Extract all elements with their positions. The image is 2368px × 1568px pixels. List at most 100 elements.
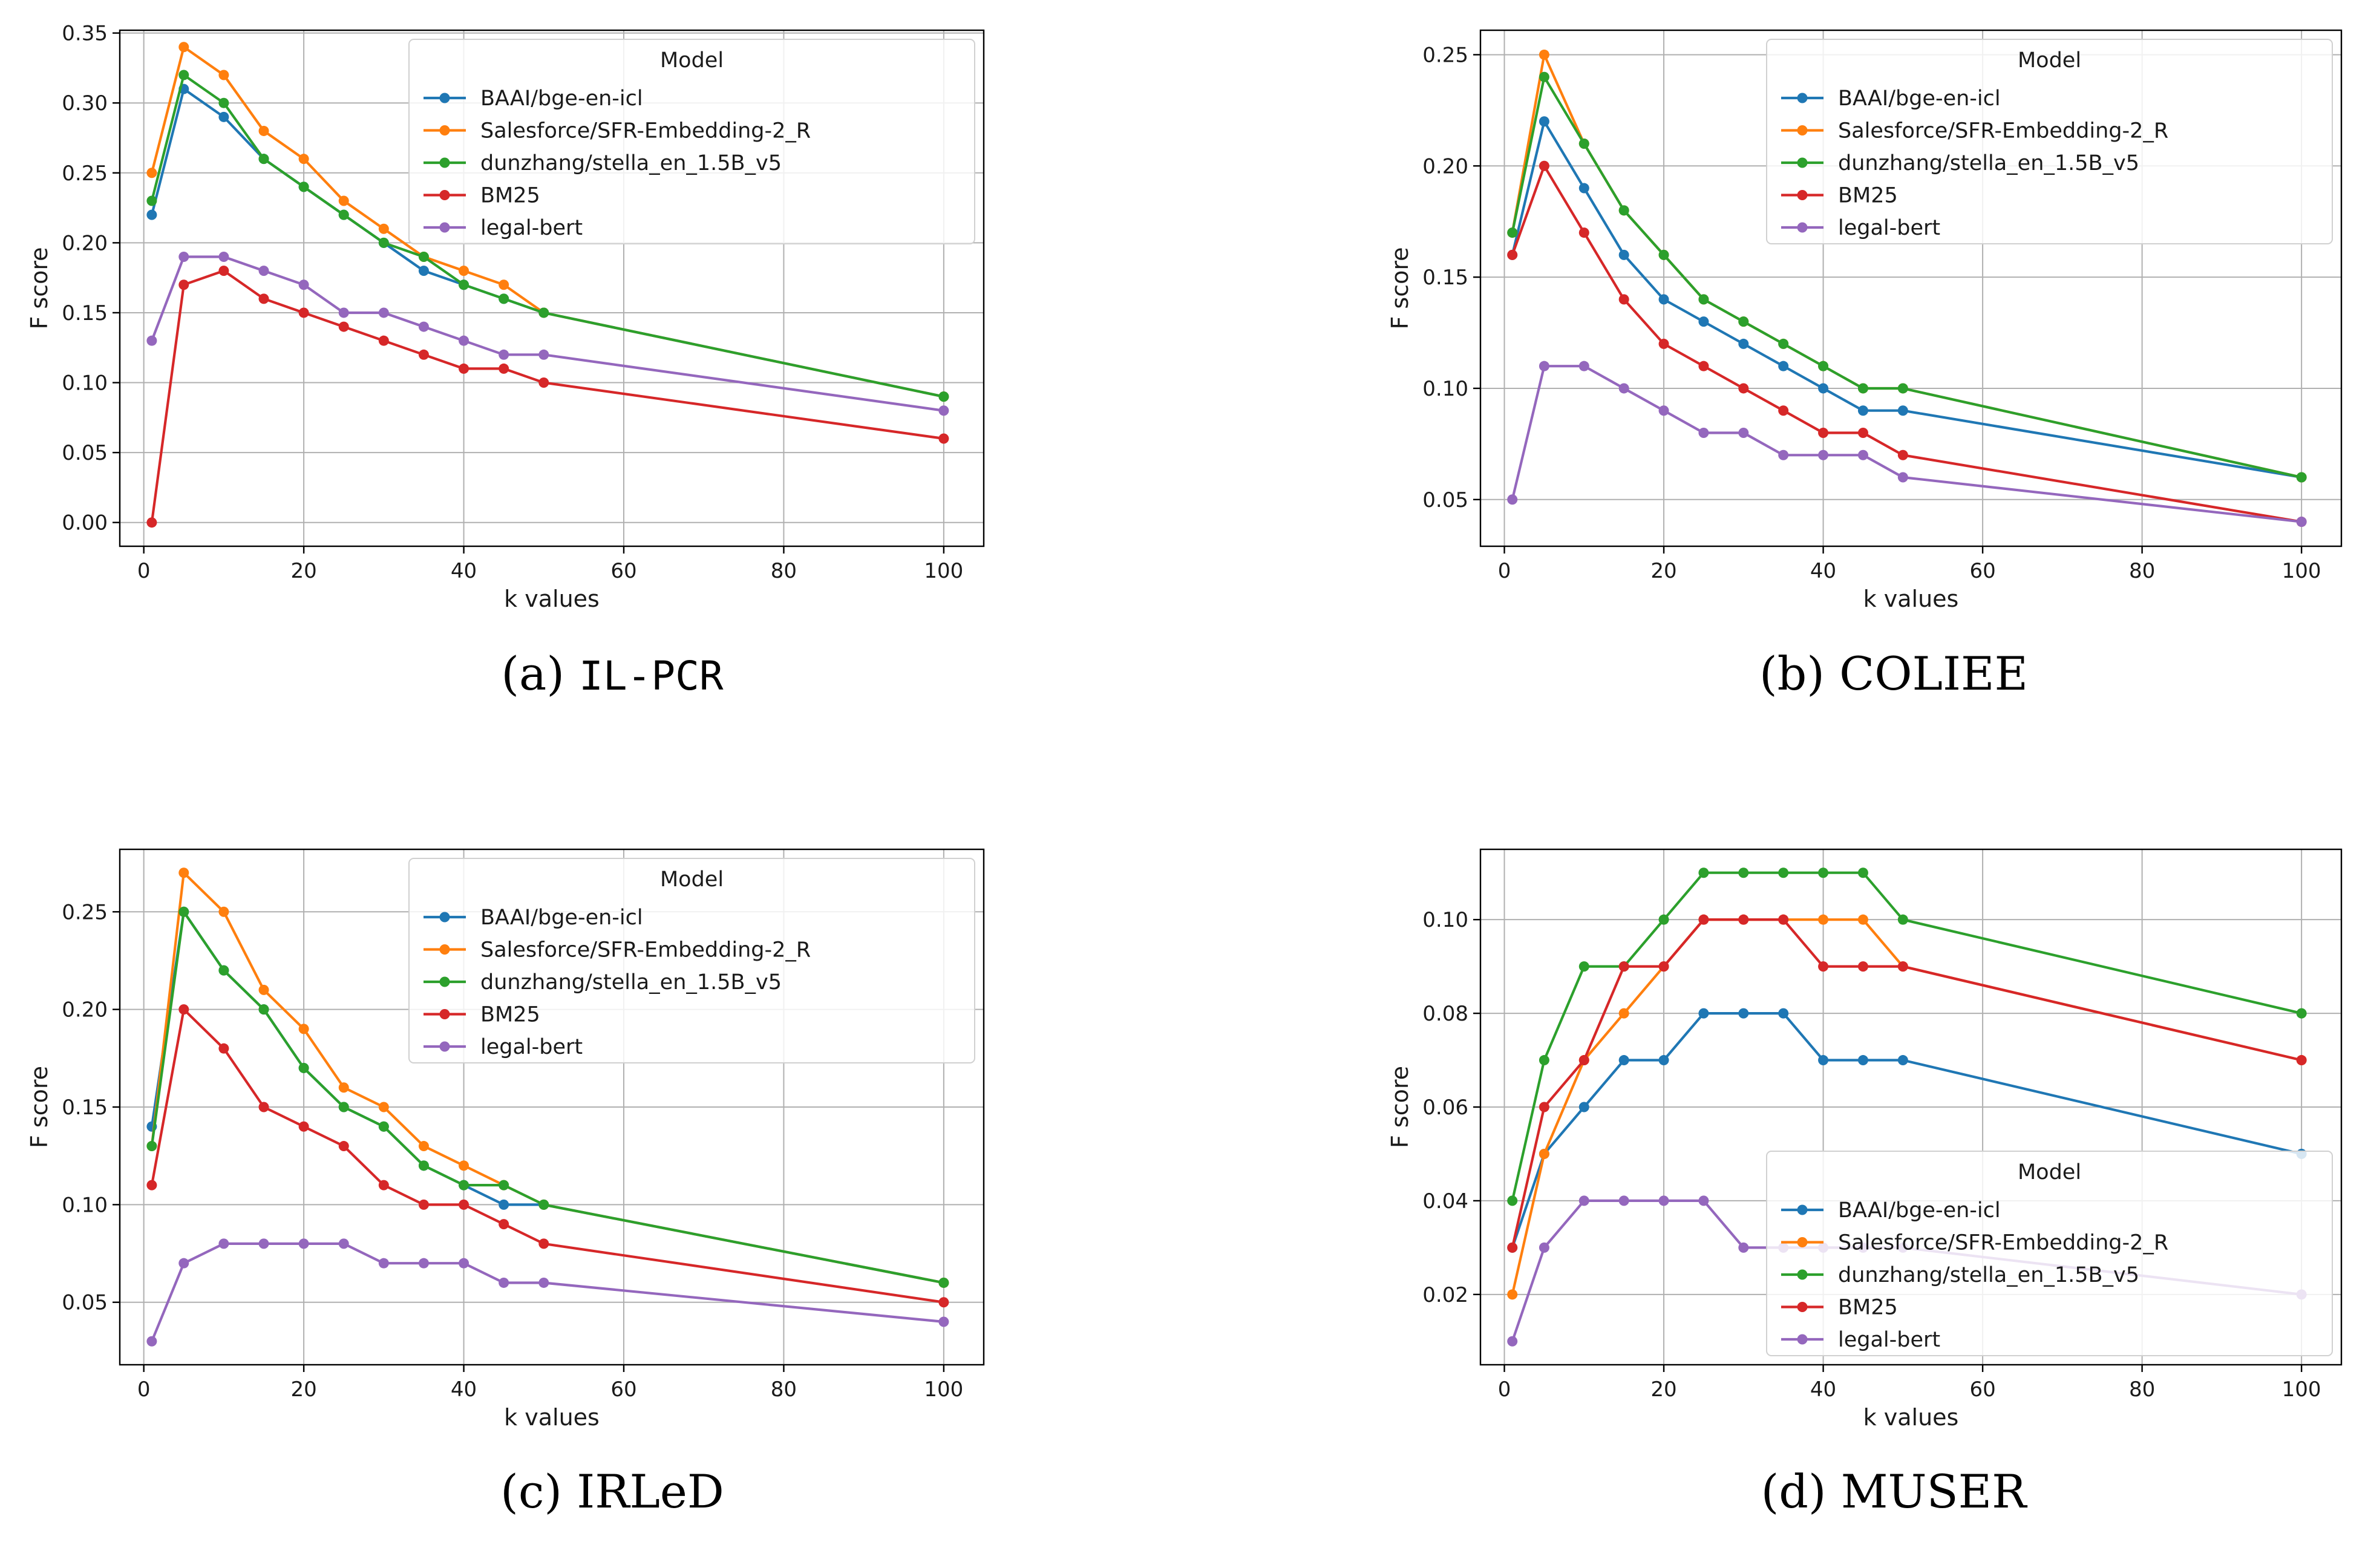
data-point xyxy=(1539,116,1549,127)
data-point xyxy=(218,906,229,917)
data-point xyxy=(499,1219,509,1230)
data-point xyxy=(218,1238,229,1249)
series-line xyxy=(150,255,944,412)
data-point xyxy=(1857,405,1868,416)
y-tick-label: 0.10 xyxy=(62,1193,108,1217)
x-tick-label: 100 xyxy=(924,559,963,583)
data-point xyxy=(1698,294,1709,305)
caption-prefix: (b) xyxy=(1759,647,1839,701)
data-point xyxy=(1578,361,1589,371)
data-point xyxy=(1539,361,1549,371)
x-tick-label: 40 xyxy=(1810,559,1836,583)
data-point xyxy=(1857,427,1868,438)
data-point xyxy=(1818,361,1829,371)
data-point xyxy=(459,1180,469,1191)
data-point xyxy=(338,321,349,332)
y-tick-label: 0.04 xyxy=(1422,1189,1468,1214)
chart-panel-b: 0 20 40 60 80 100 0.05 0.10 0.15 0.20 0.25 k values… xyxy=(1387,29,2343,701)
subfigure-caption: (c) IRLeD xyxy=(500,1465,724,1518)
legend-marker xyxy=(1797,190,1808,200)
data-point xyxy=(1778,914,1789,925)
x-axis-title: k values xyxy=(504,1404,600,1431)
data-point xyxy=(1507,1242,1518,1253)
data-point xyxy=(538,1277,549,1288)
y-tick-label: 0.10 xyxy=(1422,908,1468,932)
x-tick-label: 20 xyxy=(290,559,316,583)
data-point xyxy=(258,1004,269,1015)
data-point xyxy=(459,266,469,276)
data-point xyxy=(298,1121,309,1132)
data-point xyxy=(418,349,429,360)
y-axis-title: F score xyxy=(1387,247,1413,329)
data-point xyxy=(418,1160,429,1171)
data-point xyxy=(459,363,469,374)
data-point xyxy=(1658,294,1669,305)
data-point xyxy=(1507,494,1518,505)
legend-label: BM25 xyxy=(1838,184,1898,208)
data-point xyxy=(418,1258,429,1269)
data-point xyxy=(178,1258,189,1269)
data-point xyxy=(1539,71,1549,82)
data-point xyxy=(1818,867,1829,878)
data-point xyxy=(1658,1055,1669,1066)
x-tick-label: 60 xyxy=(1969,1377,1995,1402)
data-point xyxy=(499,1180,509,1191)
data-point xyxy=(938,433,949,444)
legend-marker xyxy=(1797,1269,1808,1280)
data-point xyxy=(1507,1289,1518,1300)
data-point xyxy=(146,209,157,220)
data-point xyxy=(499,1277,509,1288)
series-line xyxy=(150,1242,944,1342)
legend-marker xyxy=(439,125,450,136)
x-tick-label: 40 xyxy=(451,559,477,583)
series-line xyxy=(1511,120,2302,479)
legend-title: Model xyxy=(660,48,724,73)
legend-box xyxy=(1766,1151,2333,1356)
data-point xyxy=(146,195,157,206)
series-line xyxy=(1511,918,2302,1248)
data-point xyxy=(1818,427,1829,438)
data-point xyxy=(338,307,349,318)
data-point xyxy=(1578,139,1589,149)
axes-frame xyxy=(119,29,985,547)
caption-dataset-name: IL-PCR xyxy=(579,653,724,699)
data-point xyxy=(298,181,309,192)
data-point xyxy=(218,1043,229,1054)
data-point xyxy=(1778,361,1789,371)
data-point xyxy=(378,223,389,234)
data-point xyxy=(2296,517,2307,528)
legend-label: Salesforce/SFR-Embedding-2_R xyxy=(1838,119,2168,143)
data-point xyxy=(218,97,229,108)
data-point xyxy=(938,1297,949,1308)
y-axis-title: F score xyxy=(26,247,53,329)
data-point xyxy=(338,1082,349,1093)
data-point xyxy=(258,1102,269,1112)
data-point xyxy=(298,279,309,290)
legend: Model BAAI/bge-en-icl Salesforce/SFR-Embed… xyxy=(1766,39,2333,244)
data-point xyxy=(218,70,229,80)
data-point xyxy=(378,335,389,346)
x-tick-label: 20 xyxy=(1650,559,1676,583)
data-point xyxy=(1618,205,1629,216)
data-point xyxy=(146,335,157,346)
y-tick-label: 0.10 xyxy=(1422,377,1468,401)
data-point xyxy=(1738,1008,1749,1019)
data-point xyxy=(1658,914,1669,925)
series-line xyxy=(150,73,944,398)
data-point xyxy=(1897,914,1908,925)
caption-dataset-name: IRLeD xyxy=(577,1465,724,1518)
x-tick-label: 80 xyxy=(2129,559,2155,583)
legend-marker xyxy=(1797,1334,1808,1345)
legend-label: BAAI/bge-en-icl xyxy=(1838,1198,2001,1223)
data-point xyxy=(178,279,189,290)
legend-marker xyxy=(1797,125,1808,136)
series-line xyxy=(1511,76,2302,479)
legend-label: dunzhang/stella_en_1.5B_v5 xyxy=(1838,1263,2139,1287)
data-point xyxy=(338,1102,349,1112)
data-point xyxy=(1738,316,1749,327)
data-point xyxy=(1578,1102,1589,1112)
data-point xyxy=(538,1238,549,1249)
data-point xyxy=(418,321,429,332)
series-line xyxy=(1511,365,2302,523)
